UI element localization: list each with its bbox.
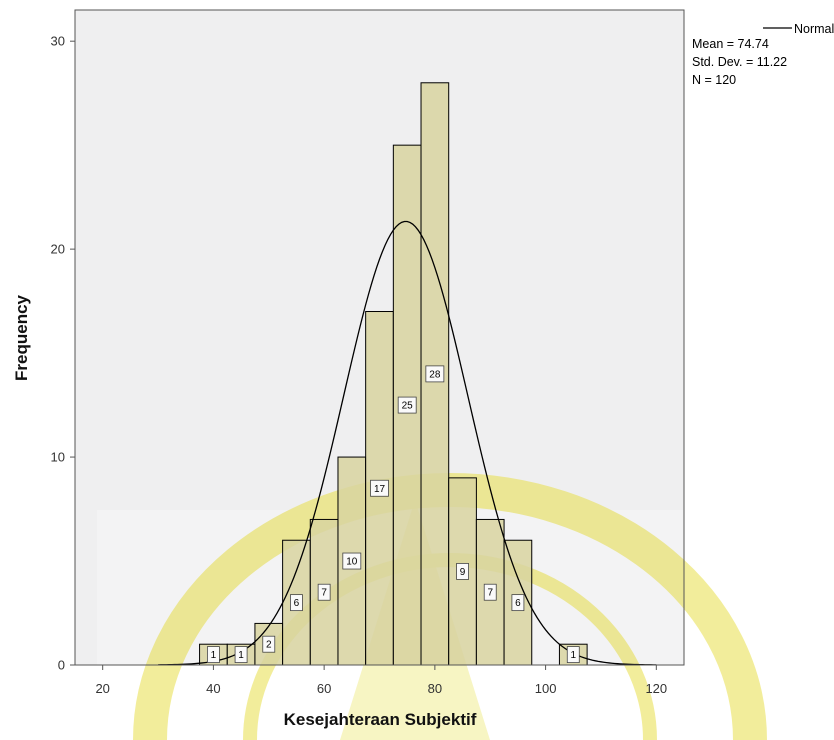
bar-label-box — [342, 552, 362, 570]
x-tick-label: 80 — [428, 681, 442, 696]
bar-label-box — [290, 594, 303, 612]
y-tick-label: 0 — [58, 658, 65, 673]
bar-label-box — [234, 646, 248, 664]
legend-std-dev: Std. Dev. = 11.22 — [692, 55, 787, 69]
bar-label: 17 — [374, 484, 386, 495]
bar-label: 10 — [346, 557, 358, 568]
x-tick-label: 40 — [206, 681, 220, 696]
bar-label-box — [317, 583, 331, 601]
y-tick-label: 10 — [51, 450, 65, 465]
x-tick-label: 20 — [95, 681, 109, 696]
plot-frame — [74, 9, 685, 666]
bar-label-box — [425, 365, 445, 383]
legend-mean: Mean = 74.74 — [692, 37, 769, 51]
legend: Normal Mean = 74.74 Std. Dev. = 11.22 N … — [692, 22, 834, 87]
x-tick-label: 100 — [535, 681, 557, 696]
bar-label: 1 — [211, 650, 217, 661]
bar-label-box — [456, 563, 469, 580]
axes-group — [74, 9, 685, 666]
bar-label-box — [483, 583, 497, 601]
bar-label: 1 — [238, 650, 244, 661]
x-ticks-group: 20 40 60 80 100 120 — [95, 665, 667, 696]
bar-label: 6 — [515, 598, 521, 609]
bar-label: 6 — [294, 598, 300, 609]
y-ticks-group: 0 10 20 30 — [51, 34, 75, 673]
x-axis-title: Kesejahteraan Subjektif — [284, 710, 477, 729]
bar-label: 25 — [402, 401, 414, 412]
bar-label: 2 — [266, 640, 272, 651]
bar-label: 7 — [321, 588, 327, 599]
bar-label: 28 — [429, 369, 441, 380]
y-tick-label: 30 — [51, 34, 65, 49]
bar-label-box — [397, 396, 417, 414]
bar-label: 7 — [487, 588, 493, 599]
bar-label-box — [207, 646, 220, 664]
bar-label-box — [262, 635, 276, 653]
bar-label-box — [511, 594, 525, 612]
bar-label: 9 — [460, 567, 466, 578]
legend-n: N = 120 — [692, 73, 736, 87]
y-tick-label: 20 — [51, 242, 65, 257]
bar-label-box — [566, 646, 580, 664]
x-tick-label: 60 — [317, 681, 331, 696]
bar-label-box — [370, 479, 389, 497]
bar-label: 1 — [570, 650, 576, 661]
legend-normal-label: Normal — [794, 22, 834, 36]
bar-labels-group: 1 1 2 6 7 10 17 25 28 9 7 6 1 — [207, 365, 580, 664]
x-tick-label: 120 — [645, 681, 667, 696]
y-axis-title: Frequency — [12, 294, 31, 381]
